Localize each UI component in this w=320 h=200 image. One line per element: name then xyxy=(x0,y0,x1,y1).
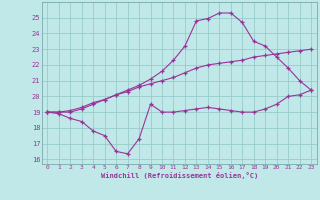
X-axis label: Windchill (Refroidissement éolien,°C): Windchill (Refroidissement éolien,°C) xyxy=(100,172,258,179)
